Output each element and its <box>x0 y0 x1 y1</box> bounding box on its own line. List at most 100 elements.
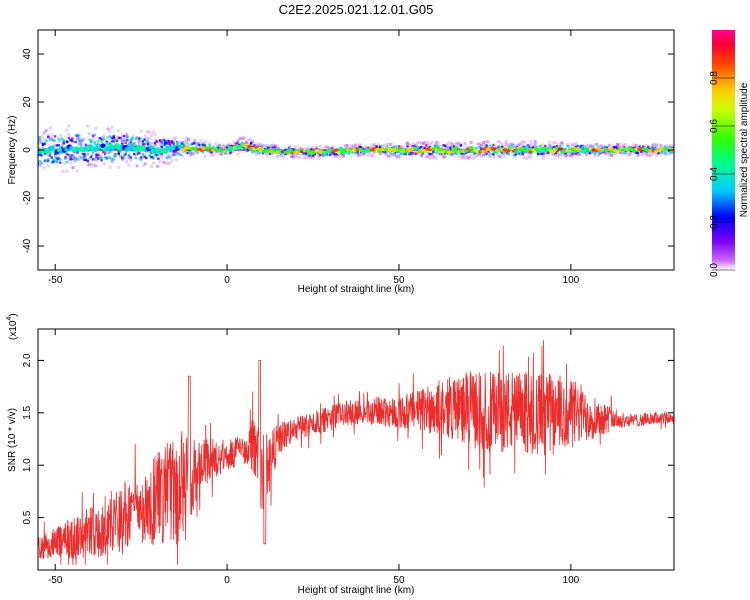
heatmap-cell <box>519 150 523 154</box>
heatmap-cell <box>550 152 554 156</box>
heatmap-cell <box>502 150 506 154</box>
heatmap-cell <box>158 160 162 164</box>
heatmap-cell <box>160 141 163 144</box>
heatmap-cell <box>46 164 50 168</box>
heatmap-cell <box>148 150 151 154</box>
heatmap-cell <box>93 141 96 144</box>
heatmap-cell <box>413 143 417 147</box>
heatmap-cell <box>402 152 406 156</box>
heatmap-cell <box>608 147 614 151</box>
heatmap-cell <box>354 151 358 154</box>
heatmap-cell <box>47 158 50 161</box>
heatmap-cell <box>409 153 413 157</box>
heatmap-cell <box>162 161 166 165</box>
heatmap-cell <box>129 138 133 141</box>
heatmap-cell <box>176 144 179 147</box>
heatmap-cell <box>172 150 175 153</box>
heatmap-cell <box>157 157 160 160</box>
heatmap-cell <box>43 159 47 162</box>
heatmap-cell <box>106 141 110 145</box>
heatmap-cell <box>96 142 100 146</box>
heatmap-cell <box>143 155 146 159</box>
heatmap-cell <box>319 145 323 149</box>
heatmap-cell <box>387 142 391 146</box>
heatmap-cell <box>199 139 203 143</box>
heatmap-cell <box>246 149 249 152</box>
heatmap-cell <box>55 157 59 160</box>
heatmap-cell <box>396 150 399 154</box>
heatmap-cell <box>191 151 195 155</box>
heatmap-cell <box>389 151 392 155</box>
heatmap-cell <box>145 140 148 143</box>
heatmap-cell <box>624 151 628 154</box>
heatmap-cell <box>79 138 83 142</box>
heatmap-cell <box>416 141 420 145</box>
heatmap-cell <box>220 152 224 156</box>
heatmap-cell <box>91 134 95 138</box>
heatmap-cell <box>170 149 174 152</box>
heatmap-cell <box>624 143 628 147</box>
heatmap-cell <box>659 143 663 147</box>
heatmap-cell <box>426 151 430 155</box>
heatmap-cell <box>236 141 239 145</box>
heatmap-cell <box>671 143 674 147</box>
heatmap-cell <box>496 153 500 157</box>
snr-frame <box>37 328 675 571</box>
heatmap-cell <box>154 138 158 142</box>
heatmap-cell <box>492 153 495 156</box>
heatmap-cell <box>592 146 595 149</box>
heatmap-cell <box>160 145 163 149</box>
heatmap-cell <box>498 155 502 159</box>
heatmap-cell <box>198 143 201 147</box>
chart-title: C2E2.2025.021.12.01.G05 <box>279 2 434 17</box>
heatmap-cell <box>145 156 148 160</box>
heatmap-cell <box>95 155 98 159</box>
x-tick-label: -50 <box>48 275 63 286</box>
heatmap-cell <box>576 153 580 157</box>
heatmap-cell <box>422 141 426 145</box>
heatmap-cell <box>185 148 189 152</box>
spectrogram-xlabel: Height of straight line (km) <box>298 284 415 295</box>
heatmap-cell <box>504 139 508 143</box>
heatmap-cell <box>669 146 672 149</box>
heatmap-cell <box>316 148 320 151</box>
heatmap-cell <box>605 152 609 156</box>
heatmap-cell <box>558 154 562 158</box>
heatmap-cell <box>602 150 605 153</box>
heatmap-cell <box>76 151 79 154</box>
heatmap-cell <box>438 152 442 156</box>
heatmap-cell <box>311 154 315 157</box>
heatmap-cell <box>459 156 463 160</box>
heatmap-cell <box>428 145 432 149</box>
svg-text:(x104): (x104) <box>6 313 19 340</box>
snr-series-line <box>38 340 674 565</box>
heatmap-cell <box>484 140 488 144</box>
heatmap-cell <box>537 152 540 156</box>
heatmap-cell <box>127 142 131 146</box>
heatmap-cell <box>648 147 652 151</box>
heatmap-cell <box>451 147 454 151</box>
heatmap-cell <box>482 141 486 145</box>
heatmap-cell <box>359 146 363 149</box>
heatmap-cell <box>442 144 445 147</box>
heatmap-cell <box>143 142 146 146</box>
heatmap-cell <box>174 153 177 157</box>
heatmap-cell <box>620 144 624 148</box>
heatmap-cell <box>475 151 478 155</box>
heatmap-cell <box>461 156 465 160</box>
heatmap-cell <box>455 142 459 146</box>
heatmap-cell <box>436 152 440 156</box>
heatmap-cell <box>480 149 486 154</box>
heatmap-cell <box>38 137 42 141</box>
heatmap-cell <box>605 146 609 150</box>
heatmap-cell <box>246 138 250 142</box>
heatmap-cell <box>57 143 60 147</box>
heatmap-cell <box>392 152 396 156</box>
heatmap-cell <box>463 142 467 146</box>
heatmap-cell <box>516 148 519 151</box>
heatmap-cell <box>523 140 527 144</box>
heatmap-cell <box>435 151 438 154</box>
heatmap-cell <box>177 142 181 146</box>
heatmap-cell <box>583 151 586 154</box>
heatmap-cell <box>524 150 528 153</box>
